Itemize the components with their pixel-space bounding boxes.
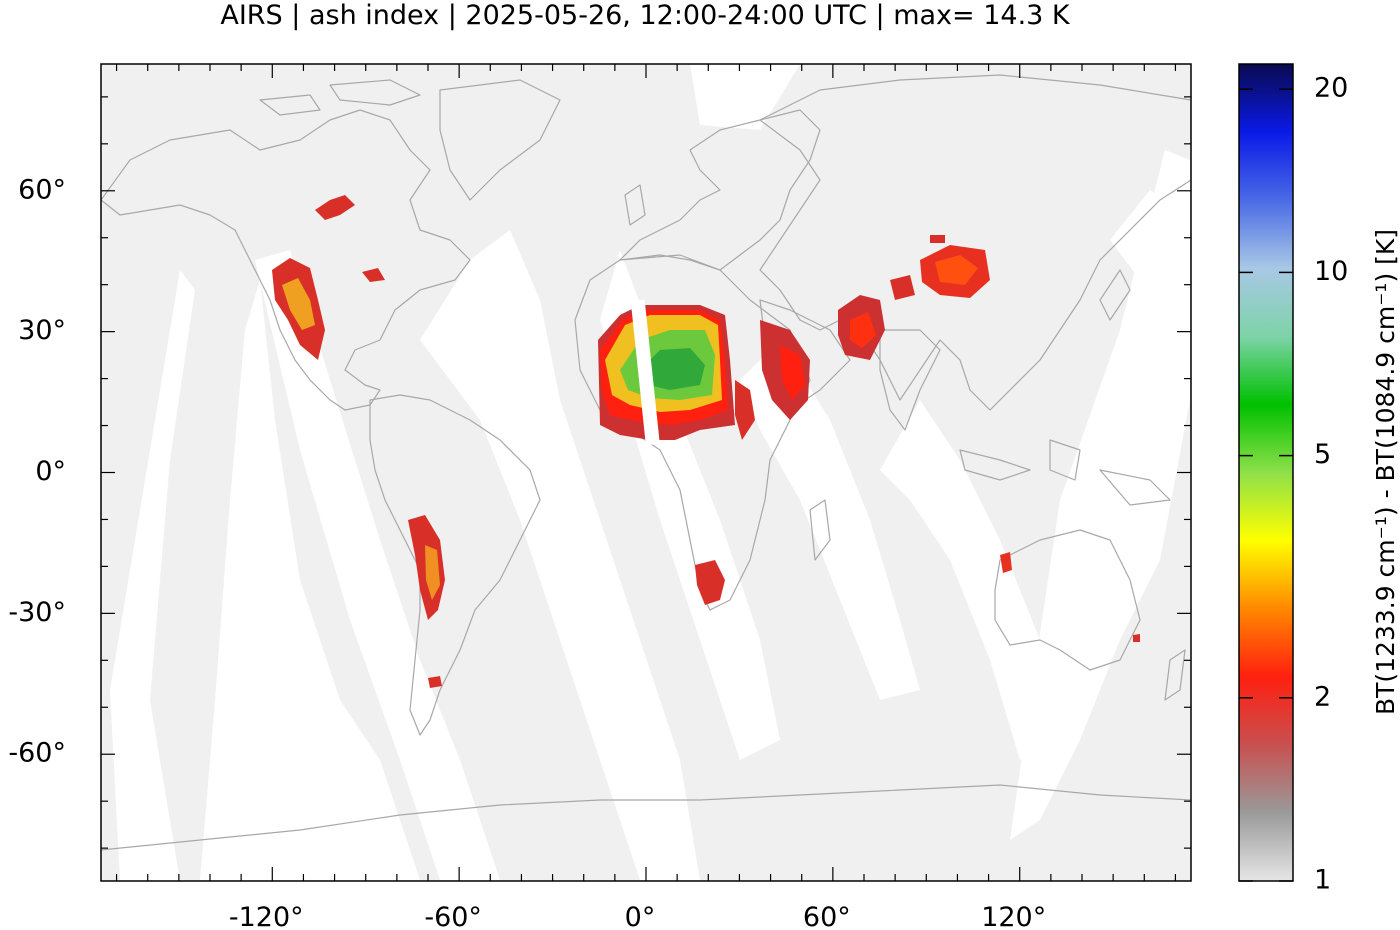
ash-region-midwest (362, 268, 385, 282)
ash-region-taklamakan-core (935, 255, 978, 285)
ash-region-mongolia (930, 235, 945, 243)
y-tick-label: 60° (18, 174, 66, 205)
ash-region-patagonia (428, 676, 442, 688)
colorbar-tick-label: 1 (1314, 865, 1331, 896)
map-title: AIRS | ash index | 2025-05-26, 12:00-24:… (220, 0, 1070, 31)
colorbar-tick-label: 2 (1314, 681, 1331, 712)
x-tick-labels: -120° -60° 0° 60° 120° (229, 902, 1046, 930)
ash-region-western-us-core (282, 278, 315, 330)
ash-sahara-gap (630, 299, 660, 446)
y-tick-label: 30° (18, 315, 66, 346)
ash-region-iran-core (850, 312, 876, 348)
colorbar-tick-label: 5 (1314, 439, 1331, 470)
colorbar-frame (1238, 63, 1294, 882)
x-tick-label: 60° (803, 902, 851, 930)
y-tick-label: 0° (35, 456, 66, 487)
x-tick-label: -60° (424, 902, 482, 930)
colorbar-gradient (1239, 64, 1293, 881)
ash-index-field (272, 195, 1140, 688)
y-tick-labels: 60° 30° 0° -30° -60° (8, 174, 66, 768)
x-tick-label: -120° (229, 902, 304, 930)
ash-region-canada (315, 195, 355, 220)
ash-region-se-australia (1133, 634, 1140, 642)
ash-region-sahara-core (640, 348, 705, 390)
colorbar-ticks (1239, 88, 1293, 882)
x-tick-label: 0° (625, 902, 656, 930)
colorbar-tick-label: 10 (1314, 256, 1348, 287)
ash-region-himalaya (890, 275, 915, 300)
colorbar-tick-label: 20 (1314, 73, 1348, 104)
colorbar-tick-labels: 20 10 5 2 1 (1314, 73, 1348, 896)
y-tick-label: -30° (8, 597, 66, 628)
map-ticks (101, 64, 1191, 881)
map-panel (101, 64, 1191, 881)
ash-region-arabia-core (780, 345, 805, 400)
colorbar-label: BT(1233.9 cm⁻¹) - BT(1084.9 cm⁻¹) [K] (1371, 229, 1400, 715)
colorbar: 20 10 5 2 1 BT(1233.9 cm⁻¹) - BT(1084.9 cm⁻¹… (1238, 63, 1400, 896)
ash-region-andes-core (425, 545, 440, 600)
x-tick-label: 120° (981, 902, 1046, 930)
y-tick-label: -60° (8, 738, 66, 769)
ash-region-southern-africa (695, 560, 725, 605)
ash-region-western-australia (1000, 552, 1012, 573)
ash-region-east-africa (735, 380, 755, 440)
